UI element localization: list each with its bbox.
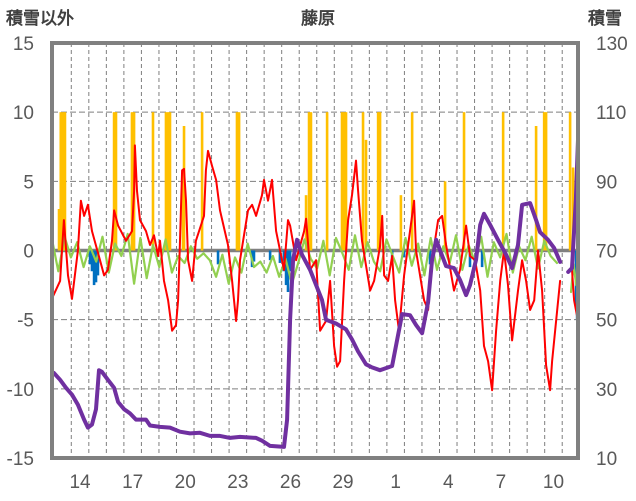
yellow-bar xyxy=(443,181,447,251)
left-tick-label: -10 xyxy=(7,380,34,401)
yellow-bar xyxy=(237,112,241,251)
yellow-bar xyxy=(235,112,239,251)
yellow-bar xyxy=(61,112,65,251)
blue-bar xyxy=(92,250,96,286)
blue-bar xyxy=(252,250,256,262)
yellow-bar xyxy=(376,112,380,251)
right-tick-label: 30 xyxy=(596,380,617,401)
x-tick-label: 7 xyxy=(496,472,507,493)
blue-bar xyxy=(94,250,98,283)
gridlines xyxy=(52,43,578,458)
left-tick-label: 10 xyxy=(13,103,34,124)
yellow-bar xyxy=(542,112,546,251)
yellow-bar xyxy=(571,167,575,251)
right-axis-label: 積雪 xyxy=(588,8,622,29)
x-tick-label: 4 xyxy=(443,472,454,493)
yellow-bar xyxy=(164,112,168,251)
blue-bar xyxy=(216,250,220,265)
right-tick-label: 70 xyxy=(596,242,617,263)
blue-bar xyxy=(278,250,282,263)
blue-bar xyxy=(402,250,406,258)
blue-bar xyxy=(88,250,92,265)
right-tick-label: 50 xyxy=(596,311,617,332)
yellow-bar xyxy=(307,112,311,251)
blue-bar xyxy=(468,250,472,268)
chart-title: 藤原 xyxy=(301,9,335,29)
right-tick-label: 90 xyxy=(596,172,617,193)
x-tick-label: 14 xyxy=(69,472,91,493)
right-tick-label: 130 xyxy=(596,34,628,55)
left-tick-label: -5 xyxy=(17,311,34,332)
left-tick-label: 5 xyxy=(23,172,34,193)
left-tick-label: 0 xyxy=(23,242,34,263)
yellow-bar xyxy=(112,112,116,251)
yellow-bar xyxy=(63,112,67,251)
yellow-bar xyxy=(399,195,403,251)
left-axis-label: 積雪以外 xyxy=(6,8,74,29)
right-tick-label: 110 xyxy=(596,103,626,124)
yellow-bar xyxy=(340,112,344,251)
yellow-bar xyxy=(534,126,538,251)
yellow-bar xyxy=(166,112,170,251)
blue-bar xyxy=(96,250,100,276)
left-tick-label: 15 xyxy=(13,34,34,55)
x-tick-label: 29 xyxy=(332,472,353,493)
yellow-bar xyxy=(151,112,155,251)
yellow-bar xyxy=(410,112,414,251)
x-tick-label: 20 xyxy=(175,472,196,493)
yellow-bar xyxy=(344,112,348,251)
yellow-bar xyxy=(361,112,365,251)
right-tick-label: 10 xyxy=(596,449,617,470)
yellow-bar xyxy=(114,112,118,251)
yellow-bar xyxy=(364,139,368,251)
blue-bar xyxy=(288,250,292,272)
bars xyxy=(57,112,579,320)
yellow-bar xyxy=(325,112,329,251)
blue-bar xyxy=(90,250,94,272)
yellow-bar xyxy=(544,112,548,251)
yellow-bar xyxy=(378,112,382,251)
yellow-bar xyxy=(342,112,346,251)
x-tick-label: 10 xyxy=(543,472,564,493)
green-line xyxy=(50,232,559,285)
yellow-bar xyxy=(309,112,313,251)
yellow-bar xyxy=(57,209,61,251)
x-tick-label: 17 xyxy=(122,472,143,493)
yellow-bar xyxy=(501,112,505,251)
yellow-bar xyxy=(59,112,63,251)
blue-bar xyxy=(268,250,272,261)
yellow-bar xyxy=(568,112,572,251)
x-tick-label: 1 xyxy=(390,472,401,493)
yellow-bar xyxy=(130,112,134,251)
plot-frame xyxy=(50,41,580,460)
yellow-bar xyxy=(462,112,466,251)
blue-bar xyxy=(428,250,432,265)
x-tick-label: 26 xyxy=(280,472,301,493)
blue-bar xyxy=(284,250,288,286)
yellow-bar xyxy=(182,126,186,251)
yellow-bar xyxy=(168,112,172,251)
left-tick-label: -15 xyxy=(7,449,34,470)
x-tick-label: 23 xyxy=(227,472,248,493)
yellow-bar xyxy=(200,112,204,251)
blue-bar xyxy=(480,250,484,268)
